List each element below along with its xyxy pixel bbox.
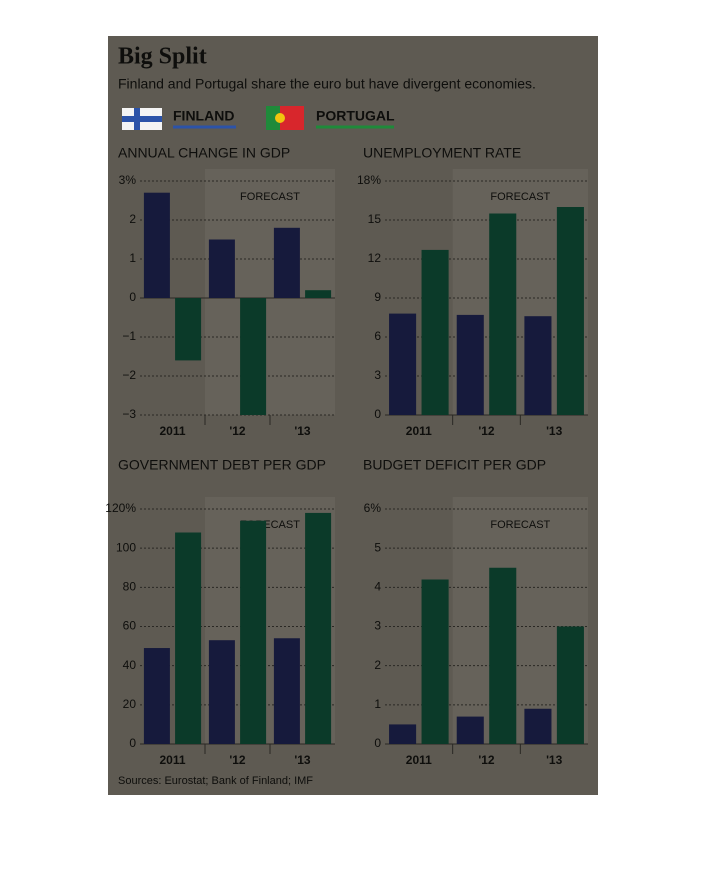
bar [456,716,484,744]
y-tick-label: 2 [374,658,381,672]
x-tick-label: '13 [546,753,563,767]
y-tick-label: −3 [122,407,136,421]
x-tick-label: '12 [229,424,246,438]
bar [143,192,170,298]
bar [175,532,202,744]
bar [240,520,267,744]
bar [389,313,417,415]
bar [240,298,267,415]
x-tick-label: 2011 [406,753,432,767]
forecast-label: FORECAST [490,191,550,203]
bar [421,249,449,415]
x-tick-label: 2011 [159,753,185,767]
y-tick-label: 3 [374,368,381,382]
y-tick-label: 3 [374,619,381,633]
source: Sources: Eurostat; Bank of Finland; IMF [118,775,313,787]
portugal-flag [266,106,304,130]
bar [175,298,202,361]
bar [489,213,517,415]
finland-flag [122,108,162,130]
forecast-label: FORECAST [490,519,550,531]
bar [421,579,449,744]
y-tick-label: 1 [374,697,381,711]
bar [456,314,484,415]
chart-title: UNEMPLOYMENT RATE [363,145,521,161]
y-tick-label: 60 [123,619,137,633]
y-tick-label: 0 [129,290,136,304]
x-tick-label: '13 [294,753,311,767]
y-tick-label: −2 [122,368,136,382]
bar [389,724,417,744]
bar [489,567,517,744]
y-tick-label: 2 [129,212,136,226]
subtitle: Finland and Portugal share the euro but … [118,76,536,92]
y-tick-label: 5 [374,540,381,554]
y-tick-label: 120% [105,501,136,515]
x-tick-label: '12 [478,424,495,438]
y-tick-label: 18% [357,173,381,187]
y-tick-label: 0 [129,736,136,750]
y-tick-label: 4 [374,580,381,594]
bar [524,708,552,744]
x-tick-label: '12 [229,753,246,767]
forecast-label: FORECAST [240,191,300,203]
x-tick-label: 2011 [159,424,185,438]
y-tick-label: 6% [364,501,382,515]
y-tick-label: 20 [123,697,137,711]
legend-label: FINLAND [173,108,234,124]
y-tick-label: 15 [368,212,382,226]
y-tick-label: 40 [123,658,137,672]
chart-title: BUDGET DEFICIT PER GDP [363,457,546,473]
x-tick-label: '13 [546,424,563,438]
y-tick-label: 6 [374,329,381,343]
bar [143,648,170,744]
bar [524,316,552,415]
bar [208,239,235,298]
y-tick-label: 9 [374,290,381,304]
bar [556,626,584,744]
y-tick-label: 100 [116,540,136,554]
x-tick-label: '13 [294,424,311,438]
bar [305,290,332,298]
bar [305,512,332,744]
chart-title: GOVERNMENT DEBT PER GDP [118,457,326,473]
bar [556,207,584,415]
legend-label: PORTUGAL [316,108,395,124]
y-tick-label: −1 [122,329,136,343]
y-tick-label: 3% [119,173,137,187]
y-tick-label: 80 [123,580,137,594]
bar [273,227,300,298]
y-tick-label: 0 [374,407,381,421]
x-tick-label: 2011 [406,424,432,438]
bar [208,640,235,744]
bar [273,638,300,744]
y-tick-label: 12 [368,251,382,265]
y-tick-label: 1 [129,251,136,265]
title: Big Split [118,44,207,70]
chart-title: ANNUAL CHANGE IN GDP [118,145,290,161]
y-tick-label: 0 [374,736,381,750]
x-tick-label: '12 [478,753,495,767]
